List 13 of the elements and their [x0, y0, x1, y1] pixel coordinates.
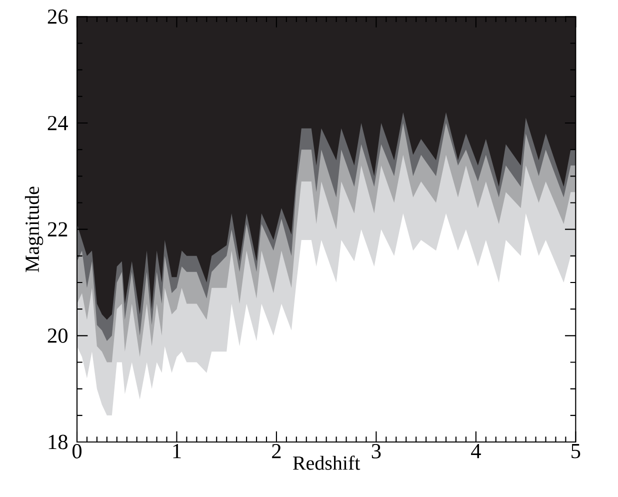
x-axis-title: Redshift	[293, 456, 360, 470]
x-tick-label: 3	[372, 444, 381, 458]
x-tick-label: 0	[72, 444, 82, 458]
y-tick-label: 24	[48, 116, 68, 130]
y-tick-label: 26	[48, 10, 68, 24]
y-axis-title: Magnitude	[24, 186, 44, 272]
x-tick-label: 1	[173, 444, 181, 458]
x-tick-label: 2	[272, 444, 281, 458]
y-tick-label: 18	[48, 434, 68, 450]
y-tick-label: 22	[48, 222, 68, 236]
x-tick-label: 4	[471, 444, 481, 458]
y-tick-label: 20	[48, 328, 68, 343]
x-tick-label: 5	[572, 444, 580, 458]
